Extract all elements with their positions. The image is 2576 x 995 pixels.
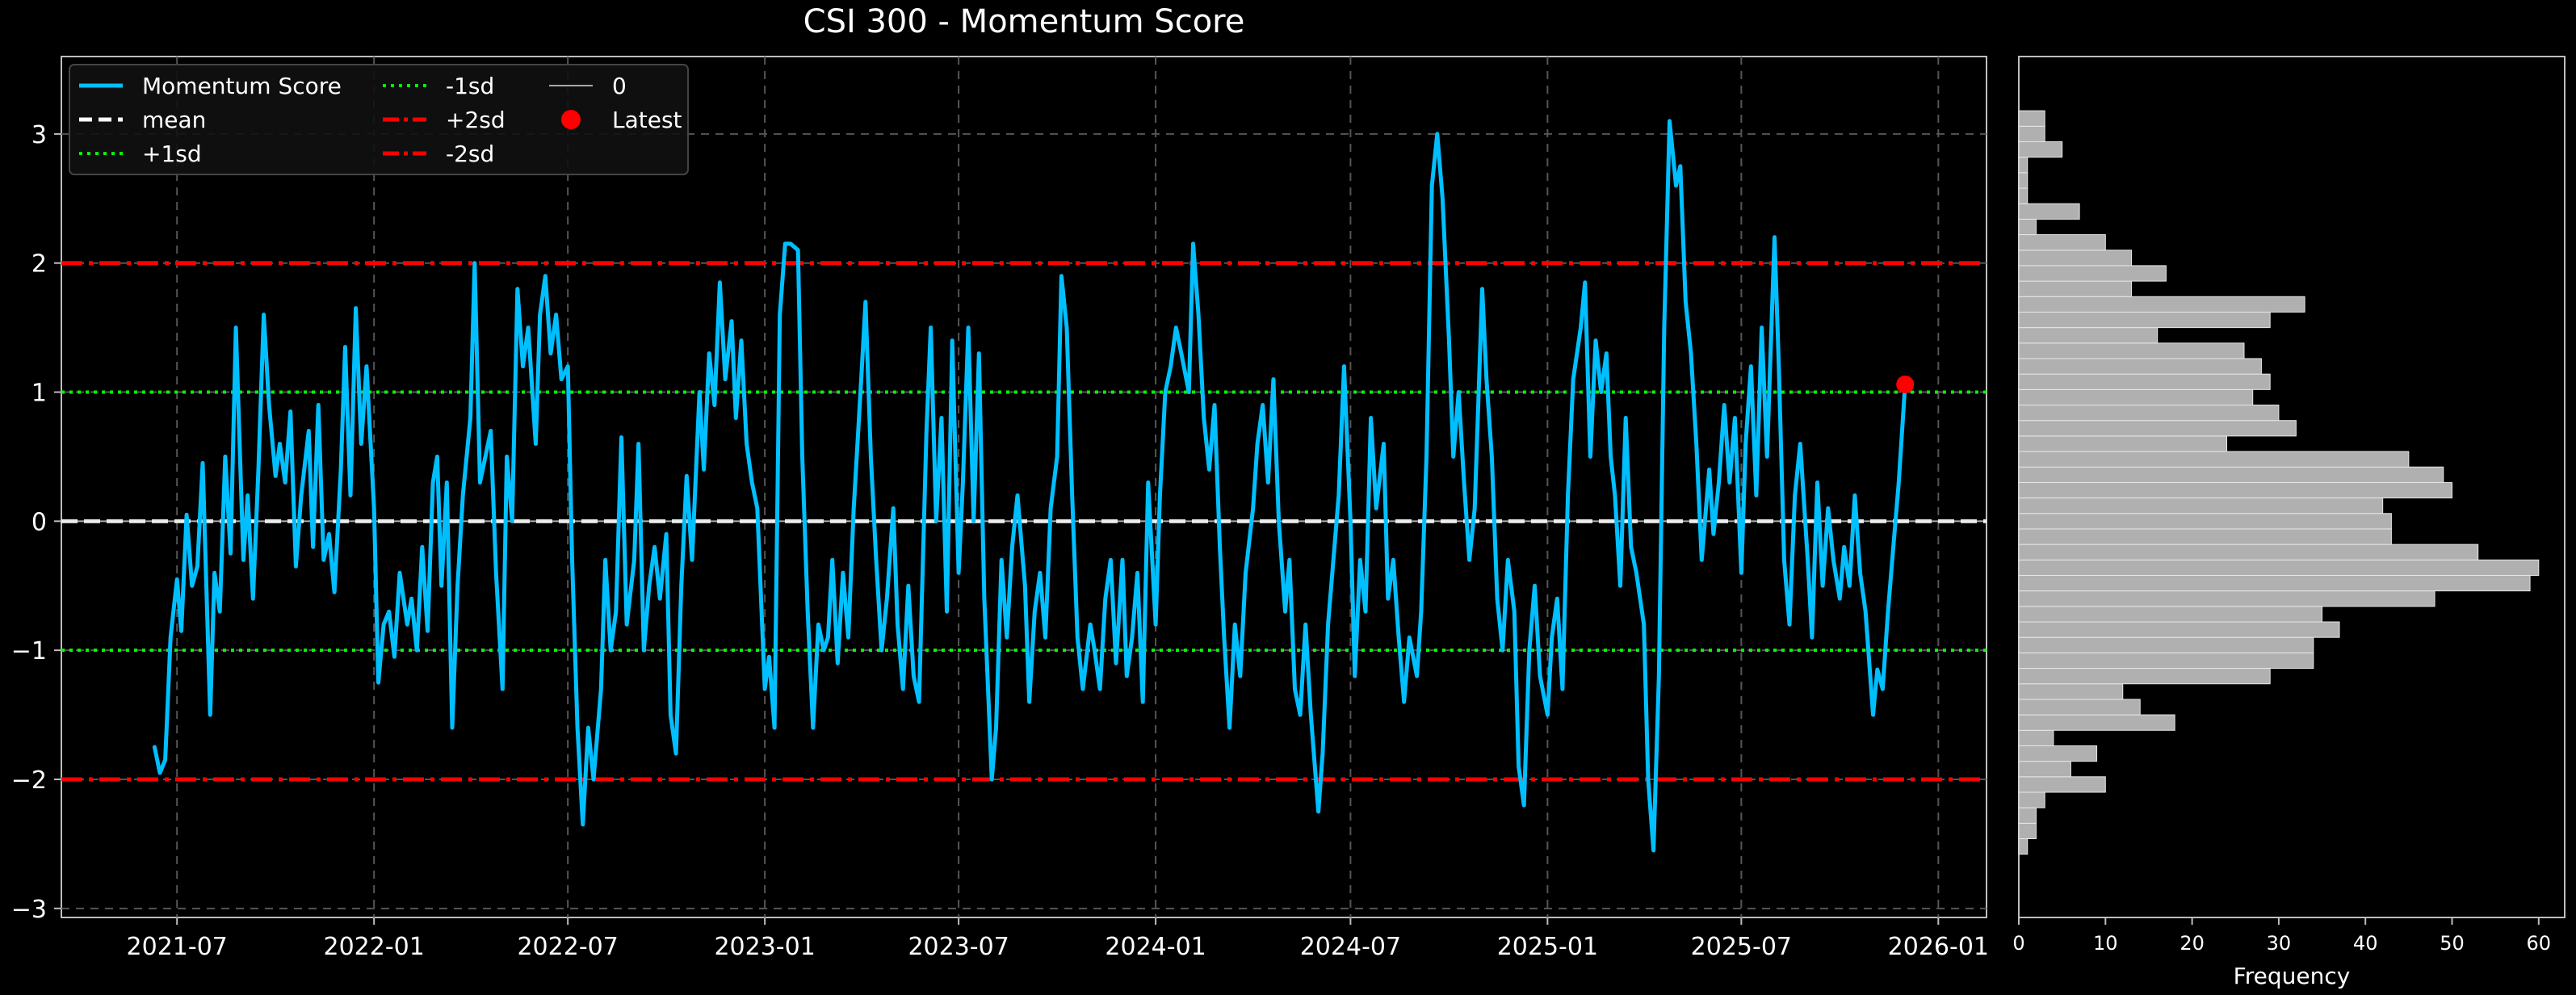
histogram-bar (2018, 683, 2124, 700)
legend-swatch-latest (561, 110, 581, 129)
histogram-bar (2018, 141, 2063, 158)
y-tick-label: −3 (11, 896, 47, 924)
histogram-bar (2018, 761, 2071, 778)
histogram-bars (2018, 110, 2540, 855)
x-tick-label: 2023-07 (908, 933, 1009, 961)
histogram-bar (2018, 388, 2254, 406)
histogram-tick-label: 40 (2353, 932, 2378, 955)
legend-label: +1sd (142, 141, 202, 167)
histogram-bar (2018, 327, 2159, 344)
legend-box (69, 64, 689, 175)
y-tick-label: −2 (11, 766, 47, 795)
y-axis-ticks: 3 2 1 0 −1 −2 −3 (11, 121, 61, 924)
histogram-bar (2018, 606, 2323, 623)
histogram-bar (2018, 621, 2340, 638)
histogram-bar (2018, 187, 2028, 204)
histogram-bar (2018, 420, 2297, 437)
histogram-bar (2018, 451, 2410, 468)
histogram-bar (2018, 296, 2305, 313)
histogram-bar (2018, 528, 2392, 545)
histogram-bar (2018, 668, 2271, 685)
y-tick-label: 0 (31, 508, 47, 536)
histogram-bar (2018, 652, 2314, 670)
main-plot: 2021-07 2022-01 2022-07 2023-01 2023-07 2024-… (11, 56, 1989, 961)
histogram-bar (2018, 574, 2531, 592)
histogram-bar (2018, 250, 2132, 267)
histogram-bar (2018, 838, 2028, 855)
latest-point (1896, 375, 1915, 393)
x-tick-label: 2024-01 (1105, 933, 1206, 961)
histogram-bar (2018, 559, 2540, 576)
histogram-bar (2018, 776, 2106, 793)
histogram-x-ticks: 0 10 20 30 40 50 60 (2012, 917, 2551, 955)
histogram-bar (2018, 311, 2271, 329)
histogram-plot: 0 10 20 30 40 50 60 Frequency (2012, 56, 2566, 989)
histogram-bar (2018, 110, 2045, 127)
x-axis-ticks: 2021-07 2022-01 2022-07 2023-01 2023-07 2024-… (127, 917, 1989, 961)
y-tick-label: 1 (31, 380, 47, 408)
histogram-xlabel: Frequency (2234, 963, 2351, 989)
histogram-bar (2018, 358, 2262, 375)
legend-label: mean (142, 107, 206, 133)
x-tick-label: 2024-07 (1300, 933, 1401, 961)
histogram-tick-label: 20 (2180, 932, 2205, 955)
histogram-tick-label: 10 (2093, 932, 2118, 955)
histogram-bar (2018, 203, 2080, 220)
x-tick-label: 2025-07 (1691, 933, 1792, 961)
histogram-bar (2018, 791, 2045, 808)
histogram-bar (2018, 807, 2037, 824)
histogram-bar (2018, 157, 2028, 174)
histogram-bar (2018, 513, 2392, 530)
legend: Momentum Score mean +1sd -1sd +2sd -2sd 0 Lates… (69, 64, 689, 175)
legend-label: Momentum Score (142, 73, 342, 99)
chart-title: CSI 300 - Momentum Score (803, 3, 1245, 40)
histogram-bar (2018, 729, 2054, 746)
histogram-bar (2018, 265, 2167, 282)
x-tick-label: 2022-07 (517, 933, 618, 961)
x-tick-label: 2025-01 (1497, 933, 1598, 961)
histogram-bar (2018, 636, 2314, 653)
histogram-bar (2018, 218, 2037, 236)
histogram-bar (2018, 172, 2028, 189)
histogram-bar (2018, 342, 2245, 359)
legend-label: Latest (612, 107, 682, 133)
histogram-bar (2018, 481, 2453, 499)
histogram-bar (2018, 435, 2228, 452)
histogram-tick-label: 30 (2267, 932, 2292, 955)
y-tick-label: −1 (11, 637, 47, 665)
histogram-bar (2018, 822, 2037, 840)
histogram-bar (2018, 498, 2384, 514)
histogram-bar (2018, 745, 2098, 762)
legend-label: -2sd (446, 141, 494, 167)
legend-label: -1sd (446, 73, 494, 99)
histogram-tick-label: 50 (2440, 932, 2465, 955)
histogram-tick-label: 0 (2012, 932, 2024, 955)
momentum-score-line (152, 119, 1907, 853)
legend-label: 0 (612, 73, 627, 99)
x-tick-label: 2023-01 (714, 933, 815, 961)
histogram-bar (2018, 466, 2444, 483)
histogram-bar (2018, 125, 2045, 142)
histogram-bar (2018, 405, 2280, 422)
histogram-bar (2018, 699, 2141, 716)
y-tick-label: 3 (31, 121, 47, 149)
x-tick-label: 2022-01 (323, 933, 424, 961)
histogram-bar (2018, 280, 2132, 297)
histogram-tick-label: 60 (2527, 932, 2552, 955)
legend-label: +2sd (446, 107, 506, 133)
histogram-bar (2018, 544, 2479, 560)
histogram-bar (2018, 590, 2435, 607)
x-tick-label: 2021-07 (127, 933, 228, 961)
histogram-bar (2018, 234, 2106, 251)
x-tick-label: 2026-01 (1888, 933, 1989, 961)
histogram-bar (2018, 714, 2175, 731)
y-tick-label: 2 (31, 250, 47, 279)
histogram-bar (2018, 373, 2271, 390)
